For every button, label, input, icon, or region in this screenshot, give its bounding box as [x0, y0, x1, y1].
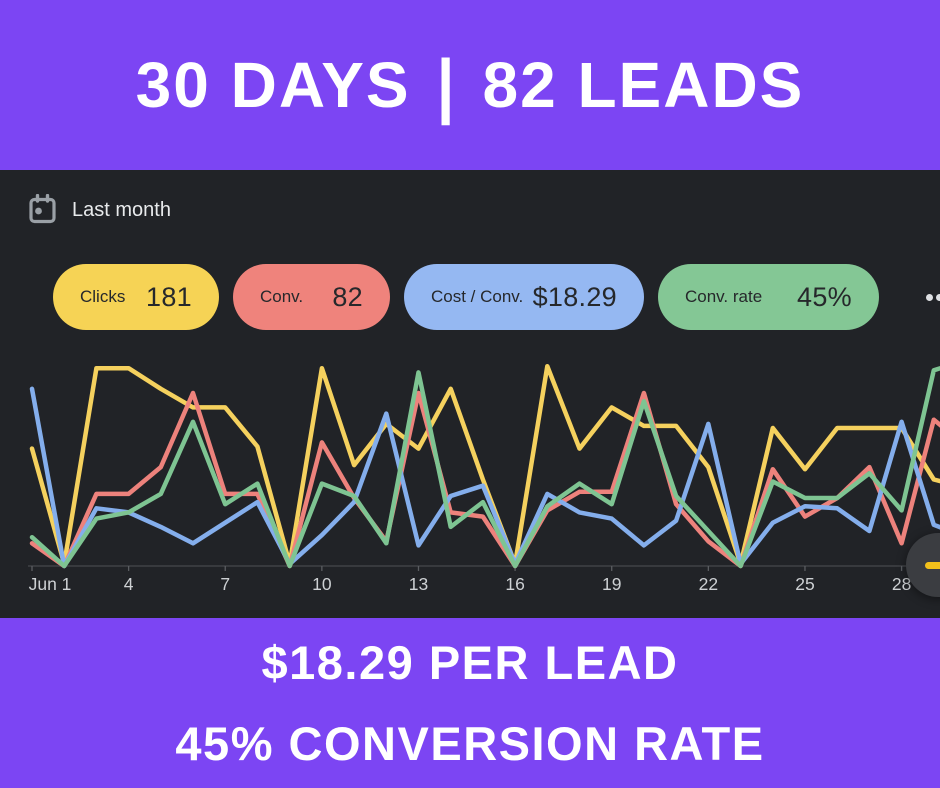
more-options-icon: [926, 293, 933, 301]
svg-text:10: 10: [312, 574, 332, 594]
svg-text:22: 22: [699, 574, 718, 594]
more-options-icon: [936, 293, 940, 301]
top-banner: 30 DAYS | 82 LEADS: [0, 0, 940, 170]
metric-chips-row: Clicks 181 Conv. 82 Cost / Conv. $18.29 …: [53, 264, 940, 330]
svg-text:13: 13: [409, 574, 428, 594]
date-range-label: Last month: [72, 199, 171, 221]
metric-value: 181: [146, 281, 192, 312]
metric-chip-clicks[interactable]: Clicks 181: [53, 264, 219, 330]
more-options-button[interactable]: [926, 293, 940, 301]
svg-text:25: 25: [795, 574, 814, 594]
performance-chart: Jun 1 4 7 10 13 16 19 22 25 28: [0, 350, 940, 598]
metric-label: Cost / Conv.: [431, 287, 524, 306]
metric-chip-conversions[interactable]: Conv. 82: [233, 264, 390, 330]
chart-canvas: Jun 1 4 7 10 13 16 19 22 25 28: [28, 363, 940, 594]
metric-label: Conv.: [260, 287, 304, 306]
metric-label: Conv. rate: [685, 287, 763, 306]
svg-text:4: 4: [124, 574, 134, 594]
svg-text:7: 7: [220, 574, 230, 594]
ads-dashboard-panel: Last month Clicks 181 Conv. 82 Cost / Co…: [0, 170, 940, 618]
svg-text:28: 28: [892, 574, 911, 594]
conversion-rate-text: 45% CONVERSION RATE: [175, 717, 765, 770]
top-banner-days-text: 30 DAYS: [135, 49, 411, 121]
metric-chip-cost-per-conversion[interactable]: Cost / Conv. $18.29: [404, 264, 644, 330]
svg-text:19: 19: [602, 574, 621, 594]
metric-label: Clicks: [80, 287, 126, 306]
cost-per-lead-text: $18.29 PER LEAD: [261, 636, 679, 689]
svg-text:16: 16: [505, 574, 524, 594]
metric-value: 82: [332, 281, 363, 312]
date-range-selector[interactable]: Last month: [28, 194, 171, 226]
metric-value: $18.29: [532, 281, 617, 312]
top-banner-leads-text: 82 LEADS: [482, 49, 805, 121]
svg-text:Jun 1: Jun 1: [29, 574, 72, 594]
yellow-dash-icon: [924, 561, 940, 569]
metric-chip-conversion-rate[interactable]: Conv. rate 45%: [658, 264, 879, 330]
calendar-icon: [28, 194, 57, 226]
top-banner-separator: |: [436, 44, 457, 126]
metric-value: 45%: [797, 281, 852, 312]
bottom-banner: $18.29 PER LEAD 45% CONVERSION RATE: [0, 618, 940, 788]
